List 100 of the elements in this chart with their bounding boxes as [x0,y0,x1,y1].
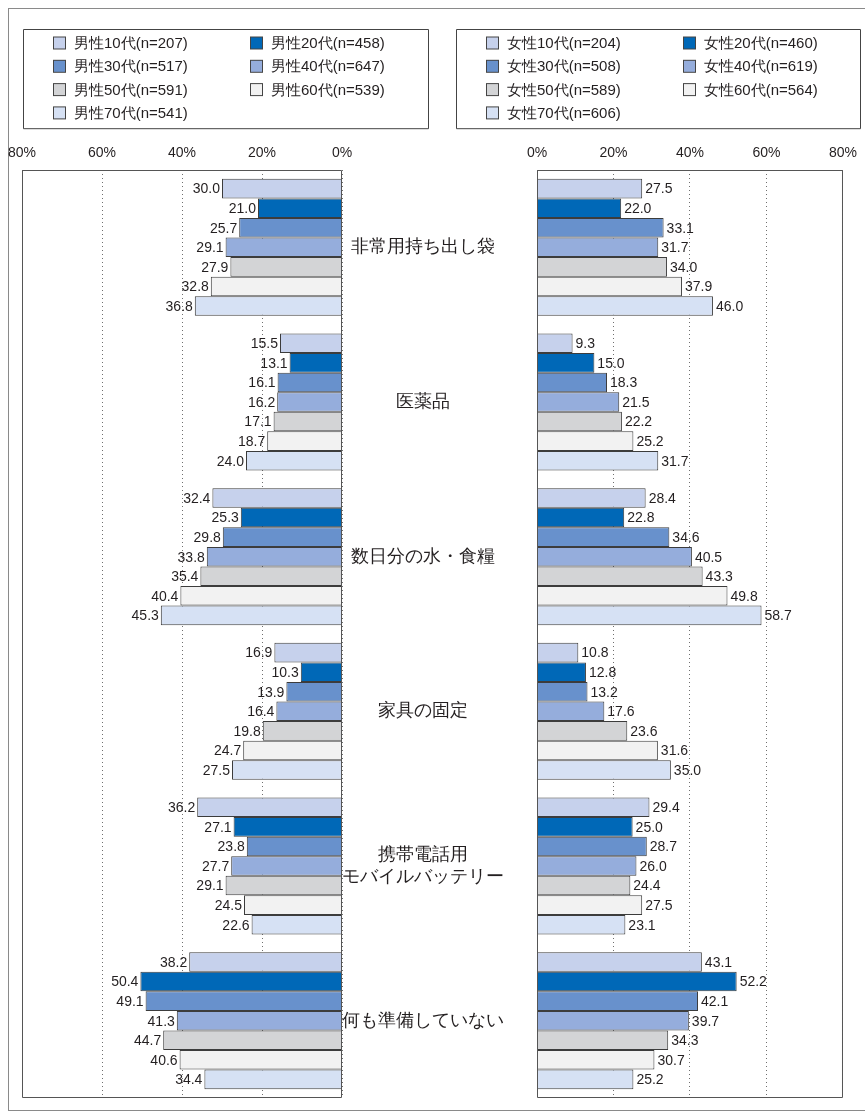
data-label: 23.6 [630,722,658,739]
data-label: 32.8 [181,278,210,295]
data-label: 34.0 [670,258,698,275]
data-label: 34.3 [671,1032,699,1049]
data-label: 10.8 [581,644,609,661]
x-tick-label: 80% [7,144,37,161]
data-label: 27.5 [202,761,231,778]
y-tick-label: 家具の固定 [378,700,468,721]
data-label: 34.4 [175,1071,203,1088]
data-label: 35.4 [171,568,199,585]
legend-label: 女性70代(n=606) [507,104,621,122]
data-label: 12.8 [588,664,617,681]
data-label: 16.2 [247,393,276,410]
data-label: 10.3 [271,664,300,681]
data-label: 13.2 [590,683,618,700]
legend-label: 女性10代(n=204) [507,34,621,52]
data-label: 24.4 [633,877,661,894]
data-label: 43.1 [704,953,733,970]
data-label: 21.0 [228,200,257,217]
legend-label: 女性20代(n=460) [704,34,818,52]
data-label: 27.5 [645,180,673,197]
y-tick-label: 非常用持ち出し袋 [351,236,495,257]
data-label: 25.7 [209,219,238,236]
data-label: 33.1 [666,219,695,236]
x-tick-label: 40% [675,144,705,161]
data-label: 41.3 [147,1012,176,1029]
data-label: 37.9 [684,278,713,295]
data-label: 31.7 [661,239,689,256]
legend-label: 男性40代(n=647) [271,57,385,75]
data-label: 31.7 [661,452,689,469]
y-tick-label: 医薬品 [396,390,450,411]
data-label: 27.5 [645,897,673,914]
data-label: 35.0 [673,761,702,778]
y-tick-label: 数日分の水・食糧 [351,545,495,566]
data-label: 52.2 [739,973,768,990]
data-label: 33.8 [177,548,206,565]
data-label: 27.7 [201,857,230,874]
x-tick-label: 40% [167,144,197,161]
data-label: 36.2 [167,799,196,816]
data-label: 19.8 [233,722,262,739]
data-label: 42.1 [701,992,729,1009]
data-label: 24.0 [216,452,245,469]
data-label: 40.4 [151,587,179,604]
data-label: 58.7 [764,607,792,624]
data-label: 28.7 [649,838,678,855]
data-label: 49.8 [730,587,758,604]
legend-label: 男性20代(n=458) [271,34,385,52]
data-label: 27.1 [204,818,232,835]
data-label: 15.0 [597,354,625,371]
data-label: 9.3 [575,335,596,352]
data-label: 16.1 [248,374,276,391]
data-label: 40.5 [694,548,723,565]
data-label: 22.8 [627,509,655,526]
legend-label: 男性70代(n=541) [74,104,188,122]
data-label: 22.2 [624,413,653,430]
data-label: 18.7 [237,433,266,450]
data-label: 24.5 [214,897,243,914]
data-label: 29.1 [196,239,224,256]
data-label: 17.1 [244,413,272,430]
data-label: 17.6 [607,703,635,720]
data-label: 31.6 [660,742,689,759]
data-label: 24.7 [213,742,242,759]
data-label: 45.3 [131,607,160,624]
data-label: 22.0 [624,200,652,217]
data-label: 39.7 [691,1012,720,1029]
data-label: 25.2 [636,1071,664,1088]
legend-label: 女性40代(n=619) [704,57,818,75]
data-label: 16.9 [245,644,273,661]
x-tick-label: 80% [828,144,858,161]
x-tick-label: 60% [87,144,117,161]
data-label: 25.0 [635,818,664,835]
legend-label: 男性60代(n=539) [271,80,385,98]
data-label: 26.0 [639,857,667,874]
data-label: 27.9 [201,258,229,275]
data-label: 23.8 [217,838,246,855]
data-label: 13.9 [257,683,285,700]
data-label: 32.4 [183,489,211,506]
data-label: 30.0 [192,180,221,197]
data-label: 16.4 [247,703,275,720]
legend-label: 男性50代(n=591) [74,80,188,98]
y-tick-label: 携帯電話用モバイルバッテリー [342,843,504,887]
legend-label: 男性30代(n=517) [74,57,188,75]
data-label: 22.6 [222,916,250,933]
data-label: 44.7 [133,1032,162,1049]
x-tick-label: 0% [526,144,548,161]
data-label: 25.3 [211,509,240,526]
data-label: 46.0 [715,297,744,314]
data-label: 23.1 [628,916,656,933]
data-label: 29.8 [193,528,222,545]
data-label: 28.4 [648,489,677,506]
x-tick-label: 20% [599,144,628,161]
data-label: 29.4 [652,799,680,816]
data-label: 15.5 [250,335,279,352]
x-tick-label: 60% [752,144,781,161]
legend-label: 女性60代(n=564) [704,80,818,98]
y-tick-label: 何も準備していない [342,1009,504,1030]
legend-label: 女性50代(n=589) [507,80,621,98]
data-label: 34.6 [672,528,700,545]
data-label: 38.2 [159,953,188,970]
x-tick-label: 20% [247,144,277,161]
